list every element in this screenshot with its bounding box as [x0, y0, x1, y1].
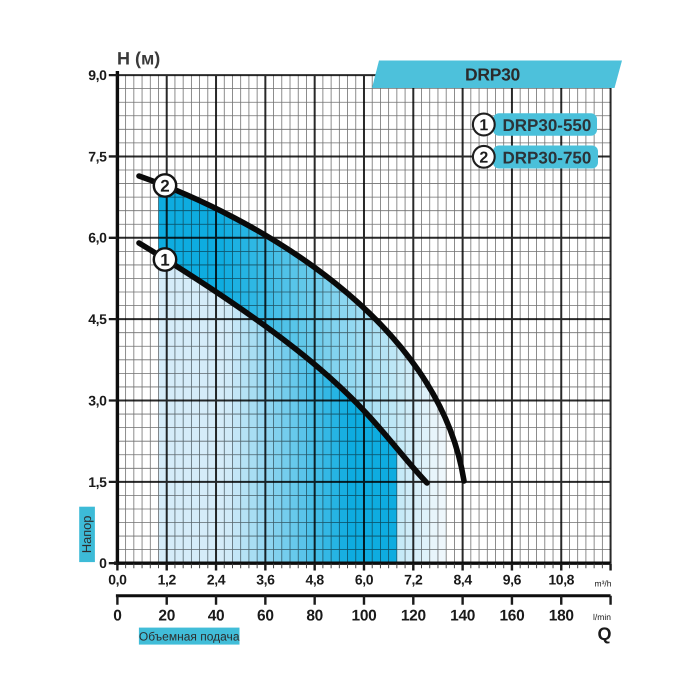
svg-text:120: 120 — [401, 608, 426, 625]
svg-text:Напор: Напор — [79, 516, 94, 554]
svg-text:H (м): H (м) — [117, 49, 160, 69]
svg-text:6,0: 6,0 — [88, 230, 107, 246]
svg-text:60: 60 — [257, 608, 274, 625]
svg-text:100: 100 — [352, 608, 377, 625]
svg-text:DRP30: DRP30 — [465, 65, 520, 85]
svg-text:160: 160 — [499, 608, 524, 625]
svg-text:4,8: 4,8 — [306, 571, 325, 587]
svg-text:8,4: 8,4 — [453, 571, 472, 587]
svg-text:0,0: 0,0 — [108, 571, 127, 587]
svg-text:3,0: 3,0 — [88, 392, 107, 408]
svg-text:Объемная подача: Объемная подача — [139, 629, 240, 643]
svg-text:DRP30-550: DRP30-550 — [503, 116, 592, 135]
svg-text:9,0: 9,0 — [88, 67, 107, 83]
svg-text:10,8: 10,8 — [548, 571, 574, 587]
svg-text:1,5: 1,5 — [88, 474, 107, 490]
svg-text:1: 1 — [479, 117, 488, 134]
svg-text:1,2: 1,2 — [158, 571, 177, 587]
svg-text:180: 180 — [549, 608, 574, 625]
svg-text:9,6: 9,6 — [503, 571, 522, 587]
svg-text:1: 1 — [160, 251, 169, 270]
svg-text:0: 0 — [99, 555, 107, 571]
svg-text:20: 20 — [158, 608, 175, 625]
svg-text:7,2: 7,2 — [404, 571, 423, 587]
svg-text:Q: Q — [598, 624, 612, 644]
svg-text:DRP30-750: DRP30-750 — [503, 149, 592, 168]
svg-text:4,5: 4,5 — [88, 311, 107, 327]
svg-text:7,5: 7,5 — [88, 148, 107, 164]
svg-text:140: 140 — [450, 608, 475, 625]
svg-text:80: 80 — [306, 608, 323, 625]
svg-text:2: 2 — [479, 150, 488, 167]
svg-text:2,4: 2,4 — [207, 571, 226, 587]
svg-text:2: 2 — [160, 177, 169, 196]
svg-text:m³/h: m³/h — [595, 579, 612, 589]
svg-text:l/min: l/min — [593, 612, 611, 622]
svg-text:6,0: 6,0 — [355, 571, 374, 587]
svg-text:0: 0 — [113, 608, 121, 625]
svg-text:3,6: 3,6 — [256, 571, 275, 587]
svg-text:40: 40 — [208, 608, 225, 625]
